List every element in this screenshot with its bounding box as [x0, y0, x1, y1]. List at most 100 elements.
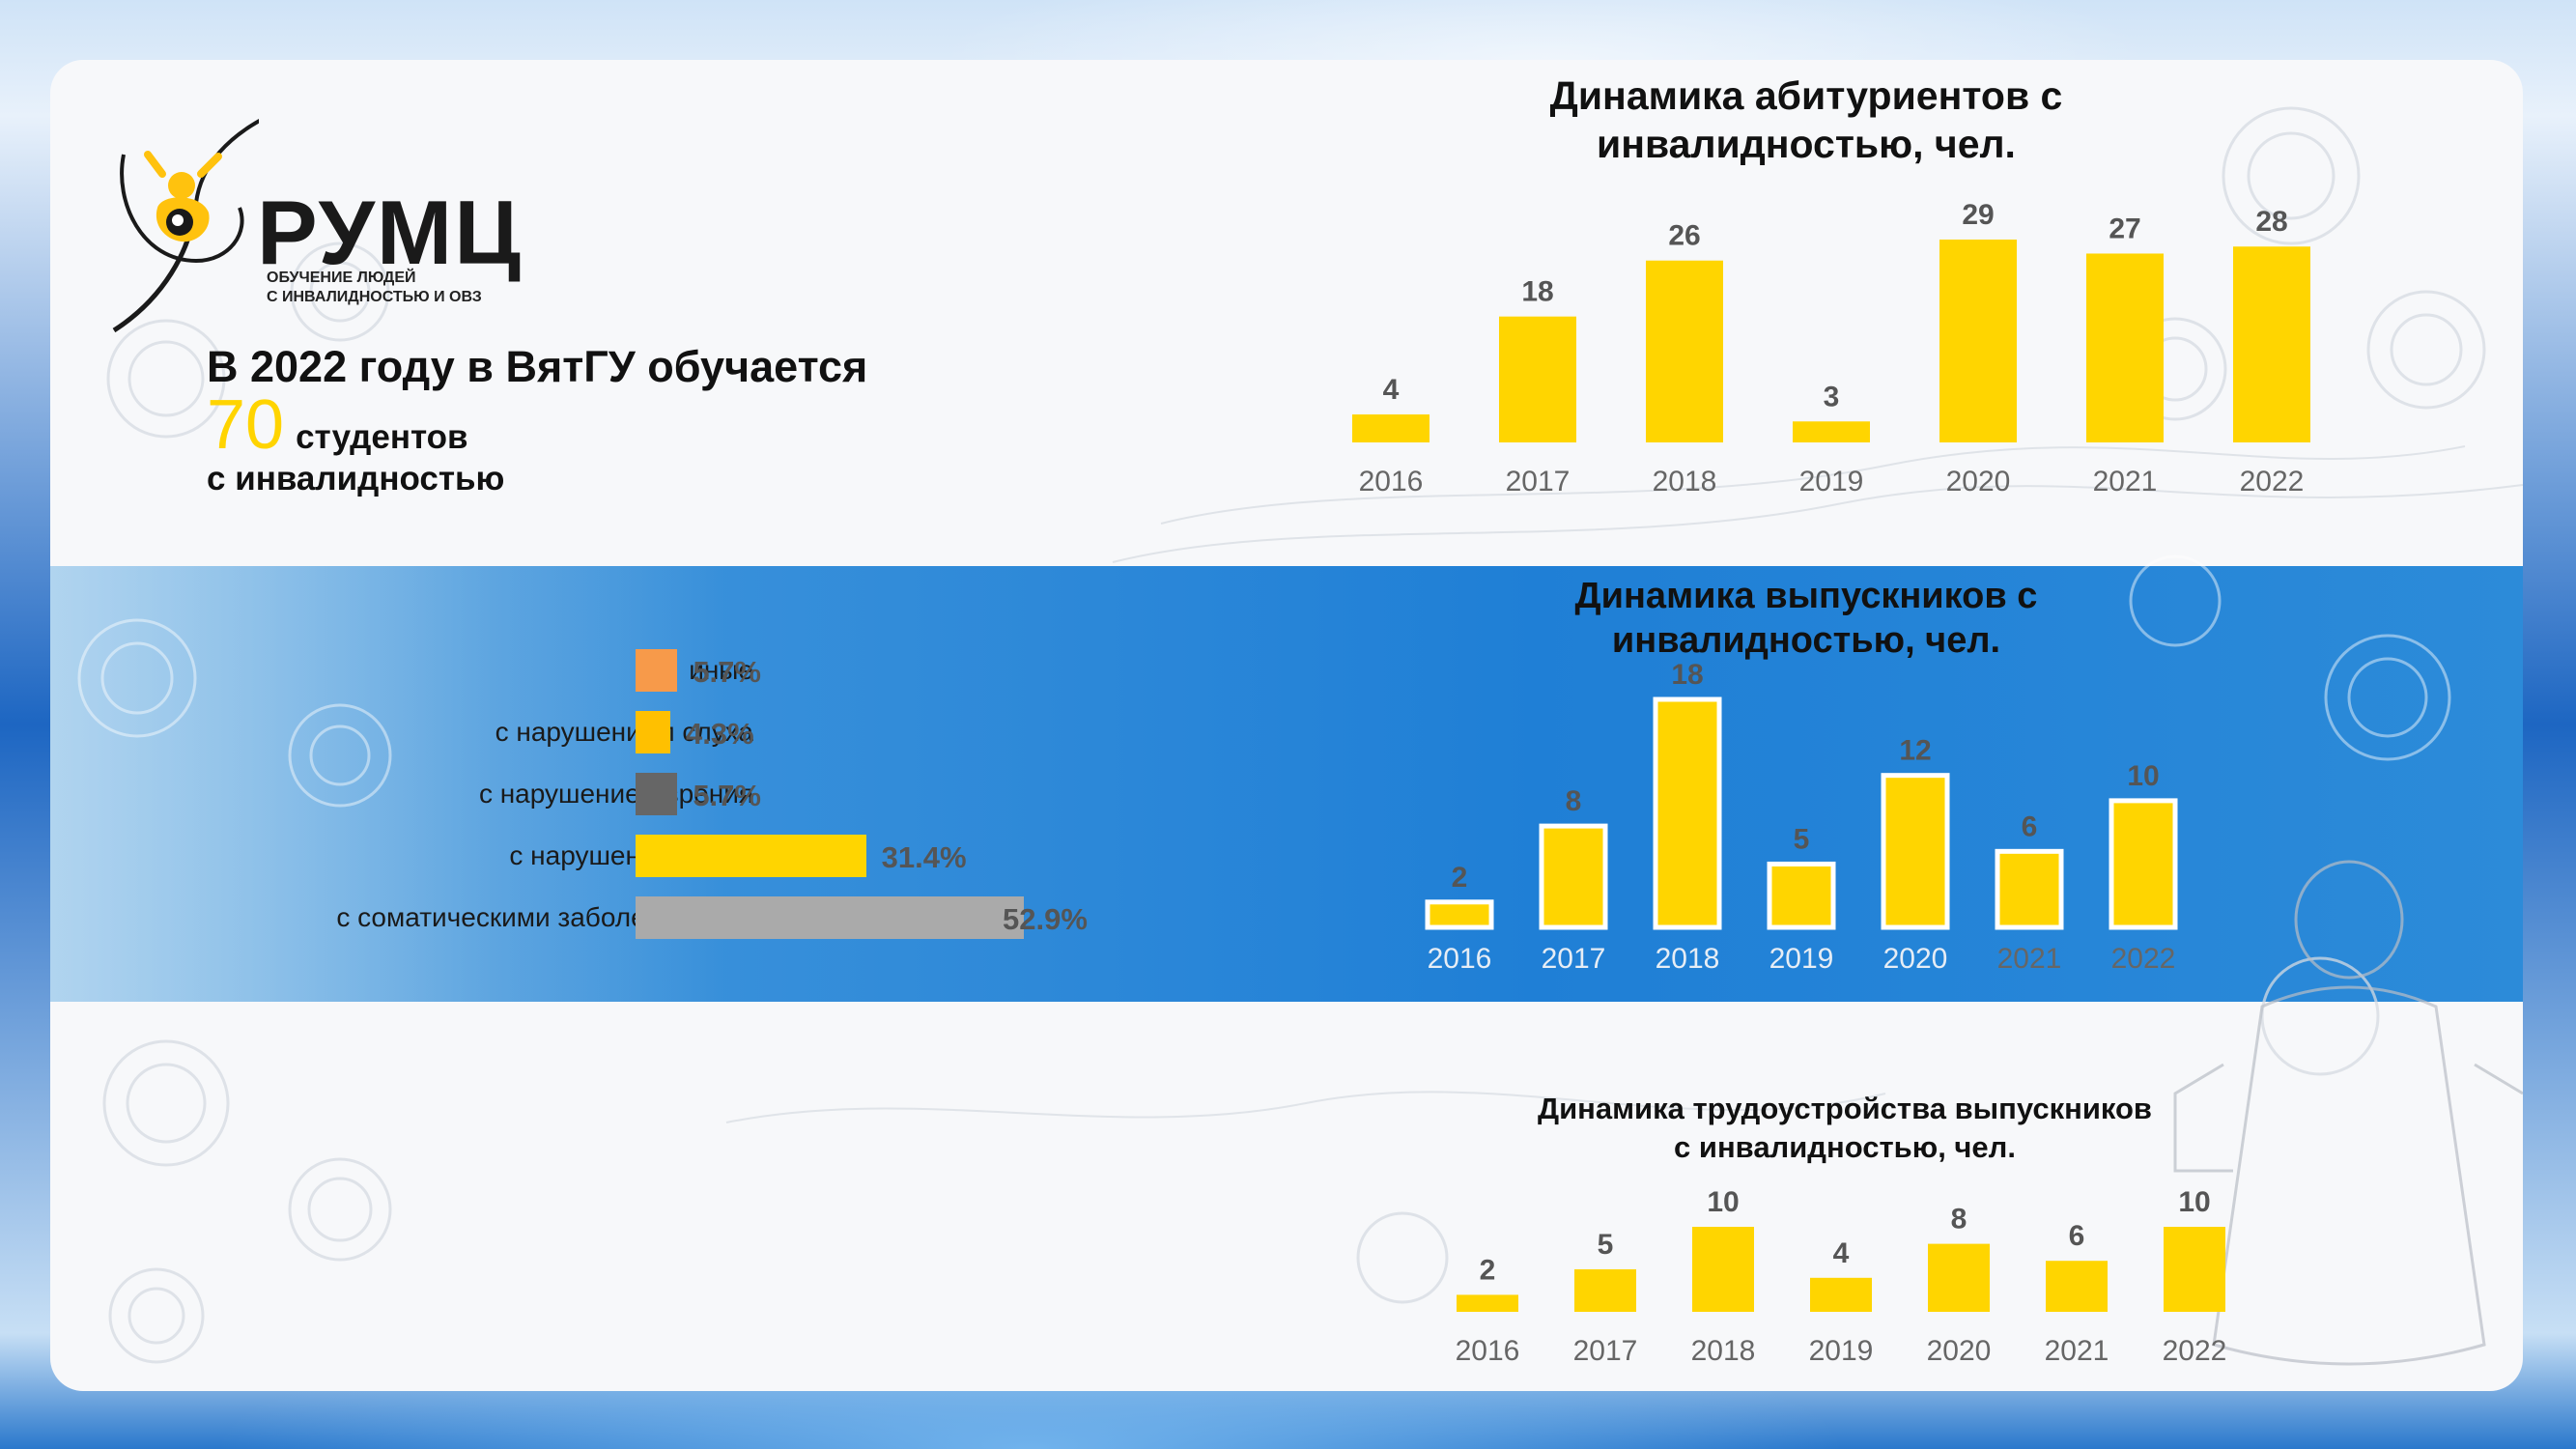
x-tick-2016: 2016: [1359, 466, 1424, 497]
data-label-2019: 5: [1794, 823, 1810, 855]
applicants-title-line1: Динамика абитуриентов с: [1549, 73, 2063, 118]
bar-2017: [1574, 1269, 1636, 1312]
data-label-2018: 10: [1707, 1186, 1739, 1218]
bar-2022: [2233, 246, 2310, 442]
headline-line3: с инвалидностью: [207, 460, 505, 497]
applicants-title-line2: инвалидностью, чел.: [1597, 122, 2016, 166]
distribution-bar: [636, 711, 670, 753]
student-count: 70: [207, 386, 285, 464]
category-label: с нарушением слуха: [495, 717, 753, 747]
category-label: с нарушением зрения: [478, 779, 753, 809]
distribution-row: с нарушением слуха 4.3%: [145, 711, 1207, 755]
bar-2018: [1692, 1227, 1754, 1312]
x-tick-2018: 2018: [1656, 943, 1720, 975]
band-fade: [50, 566, 726, 1002]
x-tick-2018: 2018: [1691, 1335, 1756, 1367]
bar-2021: [2046, 1261, 2108, 1312]
data-label-2018: 26: [1668, 220, 1700, 252]
data-label-2022: 10: [2178, 1186, 2210, 1218]
x-tick-2022: 2022: [2111, 943, 2176, 975]
logo-name: РУМЦ: [257, 182, 523, 283]
distribution-bar: [636, 896, 1025, 939]
bar-2016: [1457, 1294, 1518, 1312]
data-label-2016: 2: [1452, 862, 1468, 894]
logo-subtitle-line1: ОБУЧЕНИЕ ЛЮДЕЙ: [267, 270, 416, 286]
distribution-value-label: 31.4%: [881, 840, 967, 874]
employment-bar-chart: 2 2016 5 2017 10 2018 4 2019 8 2020 6 2021 10 2022: [1456, 1186, 2227, 1367]
graduates-bar-chart: 2 2016 8 2017 18 2018 5 2019 12 2020 6 2021 10 2022: [1425, 659, 2178, 975]
bar-2017: [1539, 823, 1608, 930]
distribution-value-label: 4.3%: [686, 717, 754, 751]
bar-2019: [1767, 861, 1836, 930]
bar-2021: [2086, 253, 2164, 442]
data-label-2016: 2: [1480, 1254, 1496, 1286]
x-tick-2020: 2020: [1927, 1335, 1992, 1367]
x-tick-2019: 2019: [1769, 943, 1834, 975]
headline: В 2022 году в ВятГУ обучается 70 студент…: [207, 340, 1076, 498]
applicants-bar-chart: 4 2016 18 2017 26 2018 3 2019 29 2020 27 2021 28 2022: [1352, 199, 2310, 497]
distribution-bar: [636, 773, 678, 815]
x-tick-2020: 2020: [1883, 943, 1948, 975]
distribution-value-label: 5.7%: [693, 779, 761, 812]
bar-2020: [1881, 773, 1950, 930]
x-tick-2017: 2017: [1573, 1335, 1638, 1367]
data-label-2020: 29: [1962, 199, 1994, 231]
logo-subtitle-line2: С ИНВАЛИДНОСТЬЮ И ОВЗ: [267, 289, 482, 305]
x-tick-2020: 2020: [1946, 466, 2011, 497]
x-tick-2022: 2022: [2163, 1335, 2227, 1367]
bar-2018: [1646, 260, 1723, 442]
x-tick-2022: 2022: [2240, 466, 2305, 497]
data-label-2017: 5: [1598, 1229, 1614, 1261]
bar-2022: [2164, 1227, 2225, 1312]
headline-line2-text: студентов: [296, 418, 468, 456]
x-tick-2021: 2021: [1997, 943, 2062, 975]
x-tick-2019: 2019: [1809, 1335, 1874, 1367]
x-tick-2016: 2016: [1456, 1335, 1520, 1367]
rumc-logo: РУМЦ ОБУЧЕНИЕ ЛЮДЕЙ С ИНВАЛИДНОСТЬЮ И ОВ…: [104, 116, 521, 338]
headline-line1: В 2022 году в ВятГУ обучается: [207, 342, 868, 391]
distribution-row: с нарушением ОДА 31.4%: [145, 835, 1207, 879]
headline-line2: 70 студентов: [207, 390, 1076, 460]
data-label-2020: 12: [1899, 735, 1931, 767]
data-label-2019: 3: [1824, 381, 1840, 412]
graduates-chart-title: Динамика выпускников с инвалидностью, че…: [1487, 574, 2125, 663]
category-label: иные: [689, 655, 753, 685]
distribution-bar: [636, 835, 866, 877]
distribution-row: с соматическими заболеваниями 52.9%: [145, 896, 1207, 941]
data-label-2018: 18: [1671, 659, 1703, 691]
data-label-2017: 18: [1521, 276, 1553, 308]
x-tick-2018: 2018: [1653, 466, 1717, 497]
distribution-value-label: 5.7%: [693, 655, 761, 689]
distribution-row: с нарушением зрения 5.7%: [145, 773, 1207, 817]
applicants-chart-title: Динамика абитуриентов с инвалидностью, ч…: [1449, 71, 2164, 168]
bar-2021: [1995, 848, 2064, 930]
data-label-2021: 27: [2109, 213, 2140, 244]
disability-distribution-chart: иные 5.7% с нарушением слуха 4.3% с нарушени…: [145, 649, 1207, 958]
x-tick-2021: 2021: [2045, 1335, 2109, 1367]
employment-chart-title: Динамика трудоустройства выпускников с и…: [1487, 1090, 2202, 1167]
x-tick-2019: 2019: [1799, 466, 1864, 497]
data-label-2021: 6: [2069, 1220, 2085, 1252]
bar-2020: [1928, 1243, 1990, 1312]
data-label-2021: 6: [2022, 810, 2038, 842]
data-label-2016: 4: [1383, 374, 1400, 406]
data-label-2022: 10: [2127, 760, 2159, 792]
distribution-row: иные 5.7%: [145, 649, 1207, 694]
distribution-bar: [636, 649, 678, 692]
graduates-title-line1: Динамика выпускников с: [1574, 576, 2038, 616]
bar-2019: [1793, 421, 1870, 442]
employment-title-line1: Динамика трудоустройства выпускников: [1538, 1092, 2152, 1125]
data-label-2019: 4: [1833, 1237, 1850, 1269]
bar-2016: [1425, 899, 1494, 930]
bar-2019: [1810, 1277, 1872, 1312]
x-tick-2017: 2017: [1542, 943, 1606, 975]
graduates-title-line2: инвалидностью, чел.: [1611, 620, 2001, 661]
x-tick-2021: 2021: [2093, 466, 2158, 497]
x-tick-2016: 2016: [1428, 943, 1492, 975]
distribution-value-label: 52.9%: [1003, 902, 1088, 936]
x-tick-2017: 2017: [1506, 466, 1571, 497]
logo-subtitle: ОБУЧЕНИЕ ЛЮДЕЙ С ИНВАЛИДНОСТЬЮ И ОВЗ: [267, 269, 498, 307]
data-label-2017: 8: [1566, 785, 1582, 817]
logo-emblem-icon: [112, 119, 259, 333]
